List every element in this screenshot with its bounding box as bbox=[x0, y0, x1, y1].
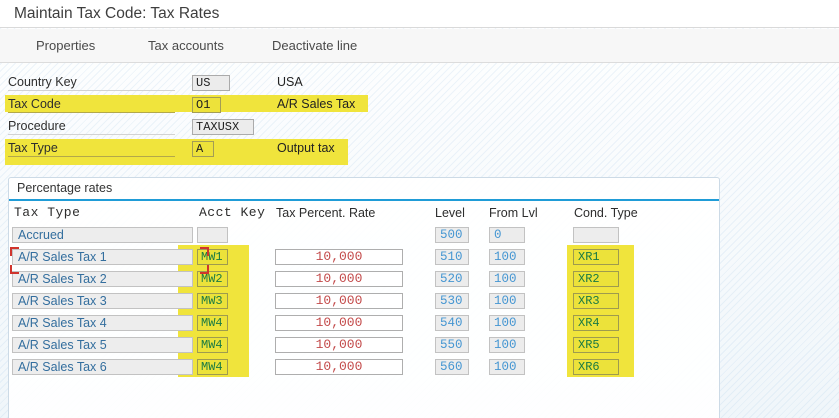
column-header-tax-percent-rate: Tax Percent. Rate bbox=[276, 206, 376, 220]
groupbox-title: Percentage rates bbox=[17, 181, 113, 195]
tax-type-highlight-band bbox=[5, 139, 348, 165]
cond-type-cell[interactable]: XR1 bbox=[573, 249, 619, 265]
from-lvl-cell[interactable]: 0 bbox=[489, 227, 525, 243]
from-lvl-cell[interactable]: 100 bbox=[489, 293, 525, 309]
country-key-description: USA bbox=[277, 75, 303, 89]
acct-key-cell[interactable]: MW2 bbox=[197, 271, 228, 287]
level-cell[interactable]: 530 bbox=[435, 293, 469, 309]
cond-type-cell[interactable]: XR2 bbox=[573, 271, 619, 287]
country-key-input[interactable]: US bbox=[192, 75, 230, 91]
from-lvl-cell[interactable]: 100 bbox=[489, 315, 525, 331]
acct-key-cell[interactable]: MW1 bbox=[197, 249, 228, 265]
from-lvl-cell[interactable]: 100 bbox=[489, 271, 525, 287]
tax-type-label: Tax Type bbox=[8, 141, 175, 157]
groupbox-title-rule bbox=[9, 199, 719, 201]
procedure-label: Procedure bbox=[8, 119, 175, 135]
column-header-acct-key: Acct Key bbox=[199, 205, 266, 220]
cond-type-cell[interactable] bbox=[573, 227, 619, 243]
column-header-tax-type: Tax Type bbox=[14, 205, 81, 220]
percentage-rates-groupbox: Percentage rates Tax Type Acct Key Tax P… bbox=[8, 177, 720, 418]
tax-rate-input[interactable]: 10,000 bbox=[275, 271, 403, 287]
table-row: A/R Sales Tax 1 MW1 10,000 510 100 XR1 bbox=[9, 249, 719, 266]
tax-type-input[interactable]: A bbox=[192, 141, 214, 157]
tax-rate-input[interactable]: 10,000 bbox=[275, 359, 403, 375]
tax-type-cell[interactable]: A/R Sales Tax 1 bbox=[12, 249, 193, 265]
tax-type-cell[interactable]: A/R Sales Tax 2 bbox=[12, 271, 193, 287]
page-title: Maintain Tax Code: Tax Rates bbox=[14, 5, 220, 22]
cond-type-cell[interactable]: XR5 bbox=[573, 337, 619, 353]
level-cell[interactable]: 500 bbox=[435, 227, 469, 243]
procedure-input[interactable]: TAXUSX bbox=[192, 119, 254, 135]
cond-type-cell[interactable]: XR6 bbox=[573, 359, 619, 375]
tax-rate-input[interactable]: 10,000 bbox=[275, 249, 403, 265]
cond-type-cell[interactable]: XR4 bbox=[573, 315, 619, 331]
acct-key-cell[interactable] bbox=[197, 227, 228, 243]
from-lvl-cell[interactable]: 100 bbox=[489, 337, 525, 353]
acct-key-highlight-band bbox=[178, 245, 249, 377]
tax-rate-input[interactable]: 10,000 bbox=[275, 293, 403, 309]
tax-code-input[interactable]: O1 bbox=[192, 97, 221, 113]
tax-type-cell[interactable]: A/R Sales Tax 3 bbox=[12, 293, 193, 309]
level-cell[interactable]: 510 bbox=[435, 249, 469, 265]
tax-type-cell[interactable]: Accrued bbox=[12, 227, 193, 243]
level-cell[interactable]: 540 bbox=[435, 315, 469, 331]
acct-key-cell[interactable]: MW4 bbox=[197, 359, 228, 375]
tax-rate-input[interactable]: 10,000 bbox=[275, 337, 403, 353]
table-row: Accrued 500 0 bbox=[9, 227, 719, 244]
from-lvl-cell[interactable]: 100 bbox=[489, 249, 525, 265]
tax-code-description: A/R Sales Tax bbox=[277, 97, 356, 111]
tax-type-cell[interactable]: A/R Sales Tax 6 bbox=[12, 359, 193, 375]
table-row: A/R Sales Tax 3 MW3 10,000 530 100 XR3 bbox=[9, 293, 719, 310]
cond-type-cell[interactable]: XR3 bbox=[573, 293, 619, 309]
column-header-from-lvl: From Lvl bbox=[489, 206, 538, 220]
level-cell[interactable]: 520 bbox=[435, 271, 469, 287]
country-key-label: Country Key bbox=[8, 75, 175, 91]
tax-type-description: Output tax bbox=[277, 141, 335, 155]
acct-key-cell[interactable]: MW3 bbox=[197, 293, 228, 309]
tax-type-cell[interactable]: A/R Sales Tax 5 bbox=[12, 337, 193, 353]
toolbar: Properties Tax accounts Deactivate line bbox=[0, 29, 839, 63]
properties-button[interactable]: Properties bbox=[36, 38, 96, 53]
cond-type-highlight-band bbox=[567, 245, 634, 377]
deactivate-line-button[interactable]: Deactivate line bbox=[272, 38, 358, 53]
table-row: A/R Sales Tax 4 MW4 10,000 540 100 XR4 bbox=[9, 315, 719, 332]
tax-type-cell[interactable]: A/R Sales Tax 4 bbox=[12, 315, 193, 331]
tax-accounts-button[interactable]: Tax accounts bbox=[148, 38, 224, 53]
tax-code-label: Tax Code bbox=[8, 97, 175, 113]
column-header-cond-type: Cond. Type bbox=[574, 206, 638, 220]
table-row: A/R Sales Tax 5 MW4 10,000 550 100 XR5 bbox=[9, 337, 719, 354]
column-header-level: Level bbox=[435, 206, 465, 220]
table-row: A/R Sales Tax 6 MW4 10,000 560 100 XR6 bbox=[9, 359, 719, 376]
title-bar: Maintain Tax Code: Tax Rates bbox=[0, 0, 839, 28]
tax-code-highlight-band bbox=[5, 95, 368, 112]
acct-key-cell[interactable]: MW4 bbox=[197, 337, 228, 353]
level-cell[interactable]: 560 bbox=[435, 359, 469, 375]
acct-key-cell[interactable]: MW4 bbox=[197, 315, 228, 331]
tax-rate-input[interactable]: 10,000 bbox=[275, 315, 403, 331]
level-cell[interactable]: 550 bbox=[435, 337, 469, 353]
from-lvl-cell[interactable]: 100 bbox=[489, 359, 525, 375]
table-row: A/R Sales Tax 2 MW2 10,000 520 100 XR2 bbox=[9, 271, 719, 288]
